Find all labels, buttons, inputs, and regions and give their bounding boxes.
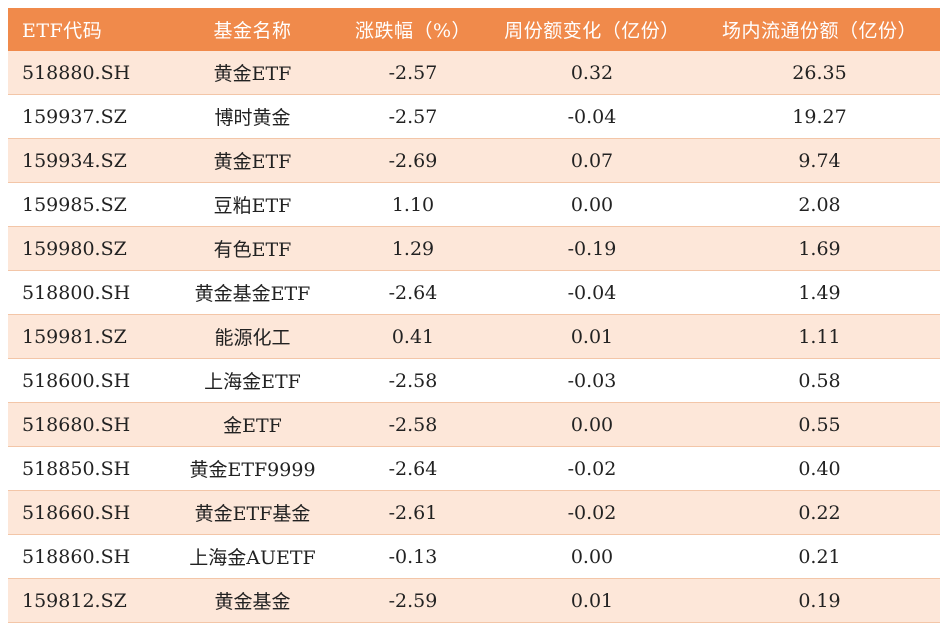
etf-table-container: ETF代码 基金名称 涨跌幅（%） 周份额变化（亿份） 场内流通份额（亿份） 5…	[8, 8, 940, 623]
cell-fund-name: 博时黄金	[164, 94, 341, 139]
cell-weekly-share-change: 0.32	[485, 51, 699, 95]
cell-etf-code: 159985.SZ	[8, 182, 164, 227]
cell-floating-shares: 0.40	[699, 446, 940, 491]
cell-fund-name: 黄金ETF	[164, 51, 341, 95]
cell-change-pct: -0.13	[341, 534, 485, 579]
cell-weekly-share-change: 0.00	[485, 534, 699, 579]
table-row: 518860.SH 上海金AUETF -0.13 0.00 0.21	[8, 534, 940, 579]
table-body: 518880.SH 黄金ETF -2.57 0.32 26.35 159937.SZ 博时黄…	[8, 51, 940, 623]
cell-etf-code: 518880.SH	[8, 51, 164, 95]
cell-change-pct: 1.29	[341, 226, 485, 271]
cell-weekly-share-change: -0.19	[485, 226, 699, 271]
cell-fund-name: 上海金ETF	[164, 358, 341, 403]
cell-floating-shares: 0.19	[699, 578, 940, 623]
cell-etf-code: 159981.SZ	[8, 314, 164, 359]
table-row: 159812.SZ 黄金基金 -2.59 0.01 0.19	[8, 578, 940, 623]
cell-etf-code: 518800.SH	[8, 270, 164, 315]
cell-weekly-share-change: -0.02	[485, 490, 699, 535]
cell-fund-name: 黄金ETF9999	[164, 446, 341, 491]
cell-change-pct: -2.59	[341, 578, 485, 623]
cell-change-pct: -2.61	[341, 490, 485, 535]
etf-table: ETF代码 基金名称 涨跌幅（%） 周份额变化（亿份） 场内流通份额（亿份） 5…	[8, 8, 940, 623]
table-row: 518850.SH 黄金ETF9999 -2.64 -0.02 0.40	[8, 446, 940, 491]
cell-etf-code: 518600.SH	[8, 358, 164, 403]
cell-change-pct: -2.64	[341, 446, 485, 491]
cell-weekly-share-change: 0.00	[485, 182, 699, 227]
table-row: 159981.SZ 能源化工 0.41 0.01 1.11	[8, 314, 940, 359]
table-row: 518660.SH 黄金ETF基金 -2.61 -0.02 0.22	[8, 490, 940, 535]
table-row: 518600.SH 上海金ETF -2.58 -0.03 0.58	[8, 358, 940, 403]
cell-fund-name: 能源化工	[164, 314, 341, 359]
cell-weekly-share-change: -0.02	[485, 446, 699, 491]
table-row: 518680.SH 金ETF -2.58 0.00 0.55	[8, 402, 940, 447]
cell-change-pct: 1.10	[341, 182, 485, 227]
cell-floating-shares: 26.35	[699, 51, 940, 95]
cell-etf-code: 159934.SZ	[8, 138, 164, 183]
cell-fund-name: 金ETF	[164, 402, 341, 447]
table-row: 518880.SH 黄金ETF -2.57 0.32 26.35	[8, 51, 940, 95]
cell-fund-name: 黄金ETF	[164, 138, 341, 183]
cell-etf-code: 518860.SH	[8, 534, 164, 579]
cell-floating-shares: 0.58	[699, 358, 940, 403]
cell-etf-code: 159812.SZ	[8, 578, 164, 623]
cell-change-pct: -2.58	[341, 358, 485, 403]
cell-weekly-share-change: 0.00	[485, 402, 699, 447]
cell-floating-shares: 0.21	[699, 534, 940, 579]
header-change-pct: 涨跌幅（%）	[341, 8, 485, 51]
cell-etf-code: 518680.SH	[8, 402, 164, 447]
cell-floating-shares: 2.08	[699, 182, 940, 227]
cell-floating-shares: 1.69	[699, 226, 940, 271]
cell-etf-code: 518850.SH	[8, 446, 164, 491]
header-weekly-share-change: 周份额变化（亿份）	[485, 8, 699, 51]
cell-change-pct: 0.41	[341, 314, 485, 359]
header-floating-shares: 场内流通份额（亿份）	[699, 8, 940, 51]
cell-floating-shares: 0.22	[699, 490, 940, 535]
cell-fund-name: 豆粕ETF	[164, 182, 341, 227]
cell-change-pct: -2.58	[341, 402, 485, 447]
cell-change-pct: -2.57	[341, 94, 485, 139]
cell-change-pct: -2.64	[341, 270, 485, 315]
table-row: 159980.SZ 有色ETF 1.29 -0.19 1.69	[8, 226, 940, 271]
cell-floating-shares: 1.11	[699, 314, 940, 359]
cell-change-pct: -2.57	[341, 51, 485, 95]
cell-floating-shares: 0.55	[699, 402, 940, 447]
cell-weekly-share-change: -0.04	[485, 270, 699, 315]
cell-etf-code: 159980.SZ	[8, 226, 164, 271]
table-header: ETF代码 基金名称 涨跌幅（%） 周份额变化（亿份） 场内流通份额（亿份）	[8, 8, 940, 51]
header-etf-code: ETF代码	[8, 8, 164, 51]
header-row: ETF代码 基金名称 涨跌幅（%） 周份额变化（亿份） 场内流通份额（亿份）	[8, 8, 940, 51]
cell-etf-code: 159937.SZ	[8, 94, 164, 139]
cell-weekly-share-change: 0.01	[485, 314, 699, 359]
cell-weekly-share-change: 0.07	[485, 138, 699, 183]
table-row: 159937.SZ 博时黄金 -2.57 -0.04 19.27	[8, 94, 940, 139]
cell-fund-name: 黄金基金ETF	[164, 270, 341, 315]
header-fund-name: 基金名称	[164, 8, 341, 51]
cell-fund-name: 有色ETF	[164, 226, 341, 271]
cell-weekly-share-change: -0.03	[485, 358, 699, 403]
table-row: 159985.SZ 豆粕ETF 1.10 0.00 2.08	[8, 182, 940, 227]
cell-weekly-share-change: -0.04	[485, 94, 699, 139]
cell-weekly-share-change: 0.01	[485, 578, 699, 623]
cell-etf-code: 518660.SH	[8, 490, 164, 535]
cell-fund-name: 黄金ETF基金	[164, 490, 341, 535]
cell-floating-shares: 19.27	[699, 94, 940, 139]
cell-floating-shares: 9.74	[699, 138, 940, 183]
cell-fund-name: 上海金AUETF	[164, 534, 341, 579]
table-row: 159934.SZ 黄金ETF -2.69 0.07 9.74	[8, 138, 940, 183]
cell-fund-name: 黄金基金	[164, 578, 341, 623]
cell-floating-shares: 1.49	[699, 270, 940, 315]
cell-change-pct: -2.69	[341, 138, 485, 183]
table-row: 518800.SH 黄金基金ETF -2.64 -0.04 1.49	[8, 270, 940, 315]
